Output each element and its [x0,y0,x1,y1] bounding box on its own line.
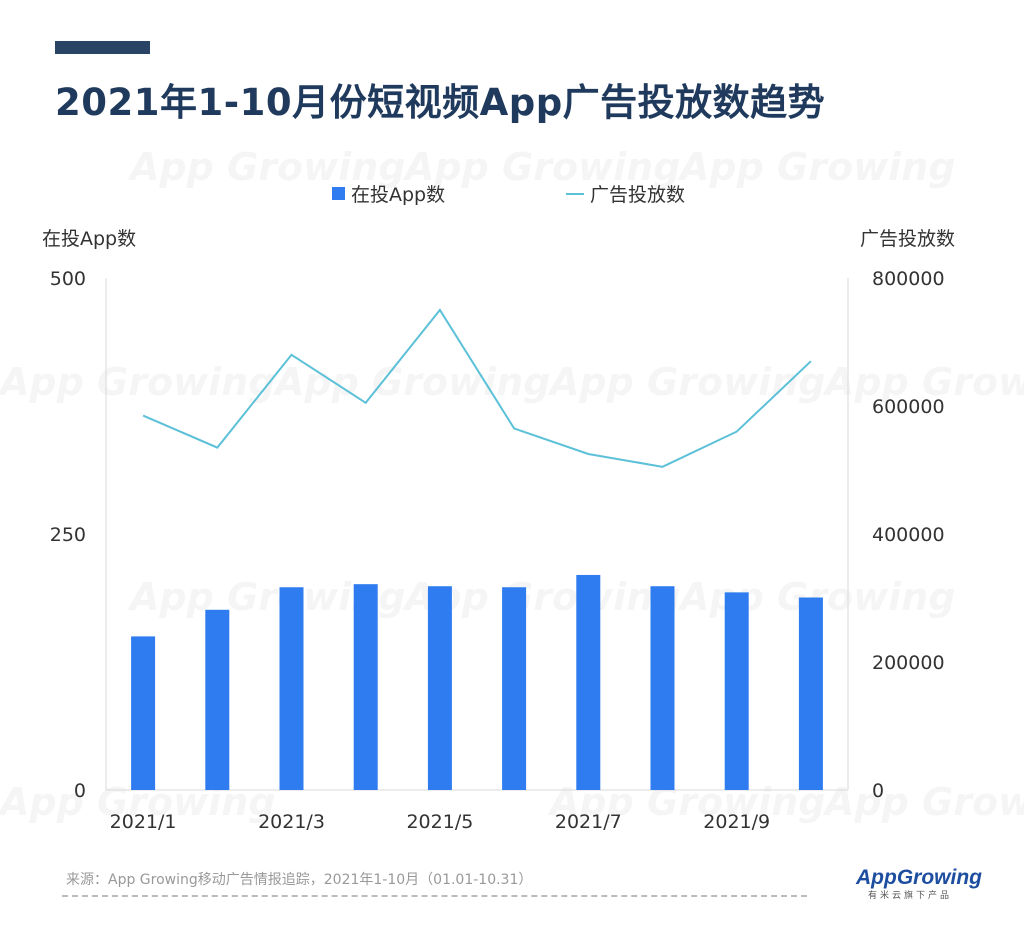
bar [427,586,452,790]
right-tick-label: 0 [872,780,884,802]
bar [205,609,230,790]
bar [502,587,527,790]
line-series [142,308,812,468]
bar [131,636,156,790]
title-accent-bar [55,41,150,54]
x-tick-label: 2021/3 [258,811,325,833]
x-tick-label: 2021/5 [406,811,473,833]
right-tick-label: 400000 [872,524,945,546]
logo-subtitle: 有米云旗下产品 [868,891,953,901]
legend-bar-label: 在投App数 [351,184,446,206]
left-tick-label: 0 [74,780,86,802]
legend-item-line: 广告投放数 [566,180,685,207]
bar [724,592,749,790]
footer-source: 来源：App Growing移动广告情报追踪，2021年1-10月（01.01-… [66,872,533,888]
right-tick-label: 200000 [872,652,945,674]
logo-text: AppGrowing [856,866,982,889]
legend-line-label: 广告投放数 [590,184,686,206]
x-tick-label: 2021/9 [703,811,770,833]
brand-logo: AppGrowing 有米云旗下产品 [856,866,982,901]
bar [798,597,823,790]
right-axis-title: 广告投放数 [860,228,956,250]
footer-divider [62,895,807,897]
right-tick-label: 800000 [872,268,945,290]
x-tick-label: 2021/1 [110,811,177,833]
left-tick-label: 500 [50,268,86,290]
legend-item-bar: 在投App数 [332,180,445,207]
bar [650,586,675,790]
x-tick-label: 2021/7 [555,811,622,833]
right-tick-label: 600000 [872,396,945,418]
bar [353,584,378,790]
left-axis-title: 在投App数 [42,228,137,250]
legend-line-swatch [566,192,584,195]
left-tick-label: 250 [50,524,86,546]
chart-title: 2021年1-10月份短视频App广告投放数趋势 [55,81,826,124]
chart-legend: 在投App数 广告投放数 [0,180,1024,210]
bar [576,574,601,790]
bar [279,587,304,790]
legend-bar-swatch [332,187,345,200]
